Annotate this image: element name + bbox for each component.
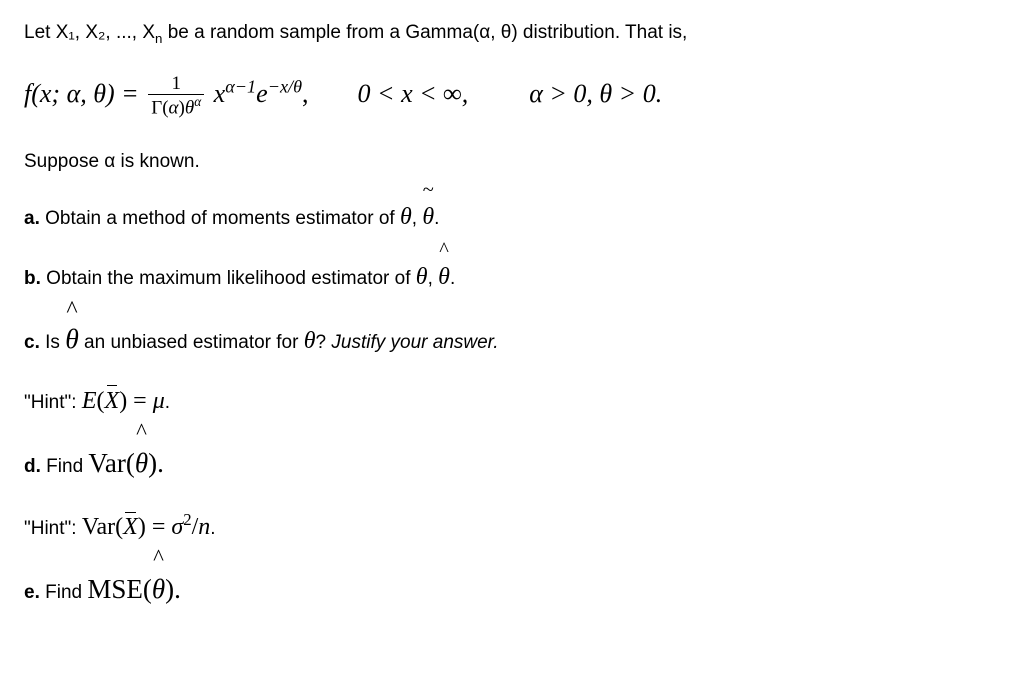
part-e: e. Find MSE(^θ). [24, 571, 1000, 609]
part-b: b. Obtain the maximum likelihood estimat… [24, 261, 1000, 295]
a-comma: , [412, 208, 423, 229]
hint-c-xbar: X [105, 385, 120, 419]
b-text: Obtain the maximum likelihood estimator … [41, 268, 416, 289]
intro-prefix: Let [24, 22, 56, 43]
c-q: ? [316, 332, 332, 353]
c-theta2: θ [304, 328, 316, 354]
pdf-args: (x; α, θ) = [31, 79, 145, 108]
c-justify: Justify your answer. [331, 332, 498, 353]
e-text: Find [40, 582, 88, 603]
e-theta-hat: ^θ [152, 571, 165, 609]
hint-c-label: "Hint": [24, 392, 82, 413]
c-text2: an unbiased estimator for [79, 332, 304, 353]
d-close: ). [148, 448, 164, 478]
e-func: MSE( [87, 574, 152, 604]
d-theta-hat: ^θ [135, 445, 148, 483]
pdf-exp1: α−1 [225, 77, 256, 97]
b-theta: θ [416, 264, 428, 290]
hint-c: "Hint": E(X) = μ. [24, 385, 1000, 419]
hint-c-close: ) = [119, 388, 153, 414]
hint-d-var: Var( [82, 514, 123, 540]
pdf-equation: f(x; α, θ) = 1 Γ(α)θα xα−1e−x/θ, 0 < x <… [24, 74, 1000, 118]
hint-d-sigma: σ [171, 514, 183, 540]
hint-d-xbar: X [123, 511, 138, 545]
b-theta-hat: ^θ [438, 261, 450, 295]
b-period: . [450, 268, 455, 289]
frac-den: Γ(α)θα [148, 95, 204, 118]
part-c: c. Is ^θ an unbiased estimator for θ? Ju… [24, 320, 1000, 359]
a-period: . [434, 208, 439, 229]
part-d: d. Find Var(^θ). [24, 445, 1000, 483]
pdf-x: x [207, 79, 225, 108]
hint-c-open: ( [97, 388, 105, 414]
a-text: Obtain a method of moments estimator of [40, 208, 400, 229]
d-func: Var( [88, 448, 134, 478]
hint-d-n: n [198, 514, 210, 540]
label-a: a. [24, 208, 40, 229]
pdf-range: 0 < x < ∞, [358, 79, 469, 108]
hint-d-exp: 2 [183, 510, 191, 529]
label-b: b. [24, 268, 41, 289]
suppose-line: Suppose α is known. [24, 149, 1000, 176]
intro-sample: X₁, X₂, ..., X [56, 22, 155, 43]
frac-num: 1 [148, 74, 204, 95]
c-theta-hat: ^θ [65, 320, 79, 359]
c-text1: Is [40, 332, 65, 353]
e-close: ). [165, 574, 181, 604]
label-c: c. [24, 332, 40, 353]
pdf-params: α > 0, θ > 0. [529, 79, 662, 108]
part-a: a. Obtain a method of moments estimator … [24, 201, 1000, 235]
hint-d: "Hint": Var(X) = σ2/n. [24, 508, 1000, 545]
a-theta: θ [400, 204, 412, 230]
intro-mid: be a random sample from a Gamma(α, θ) di… [162, 22, 687, 43]
hint-c-period: . [165, 392, 170, 413]
pdf-fraction: 1 Γ(α)θα [148, 74, 204, 118]
label-d: d. [24, 456, 41, 477]
pdf-exp2: −x/θ [268, 77, 302, 97]
hint-d-close: ) = [138, 514, 172, 540]
hint-c-mu: μ [153, 388, 165, 414]
hint-d-label: "Hint": [24, 518, 82, 539]
hint-c-E: E [82, 388, 97, 414]
b-comma: , [428, 268, 439, 289]
label-e: e. [24, 582, 40, 603]
intro-line: Let X₁, X₂, ..., Xn be a random sample f… [24, 20, 1000, 48]
pdf-comma: , [302, 79, 309, 108]
d-text: Find [41, 456, 89, 477]
a-theta-tilde: ~θ [422, 201, 434, 235]
hint-d-period: . [210, 518, 215, 539]
pdf-e: e [256, 79, 268, 108]
